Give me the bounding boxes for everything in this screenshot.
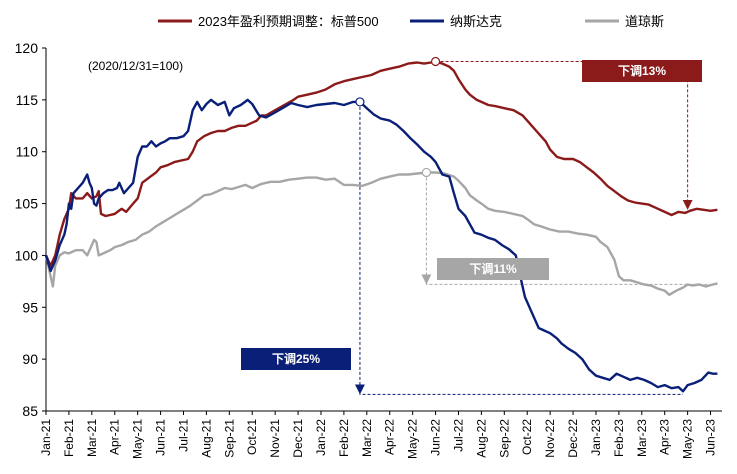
annotation-marker	[421, 167, 431, 178]
annotation-guide	[435, 60, 693, 210]
annotation-marker	[430, 56, 441, 67]
x-tick-label: May-22	[406, 419, 420, 459]
annotation-box	[582, 60, 702, 82]
x-axis: Jan-21 Feb-21 Mar-21 Apr-21 May-21 Jun-21 Jul-…	[39, 410, 722, 459]
x-tick-label: Jul-21	[176, 419, 190, 452]
x-tick-label: Sep-22	[497, 419, 511, 458]
series-lines	[44, 60, 718, 393]
x-tick-label: Aug-21	[199, 419, 213, 458]
y-tick-label: 115	[16, 92, 39, 108]
y-tick-label: 120	[15, 40, 39, 56]
series-line	[44, 98, 718, 393]
x-tick-label: Mar-22	[360, 419, 374, 457]
legend-label: 道琼斯	[625, 14, 664, 29]
annotation-label: 下调11%	[469, 262, 517, 276]
x-tick-label: Dec-21	[291, 419, 305, 458]
legend: 2023年盈利预期调整：标普500 纳斯达克 道琼斯	[158, 14, 664, 29]
x-tick-label: Mar-23	[635, 419, 649, 457]
x-tick-label: Jan-22	[314, 419, 328, 456]
x-tick-label: Feb-23	[612, 419, 626, 457]
x-tick-label: Apr-23	[658, 419, 672, 455]
x-tick-label: Jul-22	[451, 419, 465, 452]
y-tick-label: 105	[15, 196, 39, 212]
y-axis: 85 90 95 100 105 110 115 120	[15, 40, 47, 419]
x-tick-label: Oct-21	[245, 419, 259, 455]
legend-label: 纳斯达克	[450, 14, 502, 29]
annotation-marker	[355, 97, 365, 107]
x-tick-label: Jun-22	[429, 419, 443, 456]
x-tick-label: Apr-21	[108, 419, 122, 455]
series-line	[44, 171, 718, 296]
x-tick-label: Jan-21	[39, 419, 53, 456]
annotation-markers	[355, 56, 441, 178]
x-tick-label: Feb-22	[337, 419, 351, 457]
annotation-guides	[354, 60, 718, 395]
chart-note: (2020/12/31=100)	[88, 59, 183, 73]
x-tick-label: Jun-21	[154, 419, 168, 456]
x-tick-label: Sep-21	[222, 419, 236, 458]
y-tick-label: 100	[15, 247, 39, 263]
y-tick-label: 95	[22, 299, 38, 315]
series-line	[44, 60, 718, 267]
y-tick-label: 90	[22, 351, 38, 367]
x-tick-label: Feb-21	[62, 419, 76, 457]
x-tick-label: May-21	[131, 419, 145, 459]
x-tick-label: Nov-21	[268, 419, 282, 458]
x-tick-label: Aug-22	[474, 419, 488, 458]
y-tick-label: 110	[16, 144, 39, 160]
annotation-box	[241, 348, 351, 370]
x-tick-label: Nov-22	[543, 419, 557, 458]
x-tick-label: Jan-23	[589, 419, 603, 456]
annotation-label: 下调13%	[618, 64, 666, 78]
legend-label: 2023年盈利预期调整：标普500	[198, 14, 379, 29]
y-tick-label: 85	[22, 403, 38, 419]
annotation-box	[437, 258, 549, 280]
annotation-labels: 下调13% 下调25% 下调11%	[241, 60, 702, 370]
x-tick-label: Jun-23	[704, 419, 718, 456]
x-tick-label: Mar-21	[85, 419, 99, 457]
x-tick-label: Oct-22	[520, 419, 534, 455]
x-tick-label: Apr-22	[383, 419, 397, 455]
annotation-guide	[359, 101, 684, 395]
annotation-label: 下调25%	[272, 352, 320, 366]
x-tick-label: May-23	[681, 419, 695, 459]
x-tick-label: Dec-22	[566, 419, 580, 458]
